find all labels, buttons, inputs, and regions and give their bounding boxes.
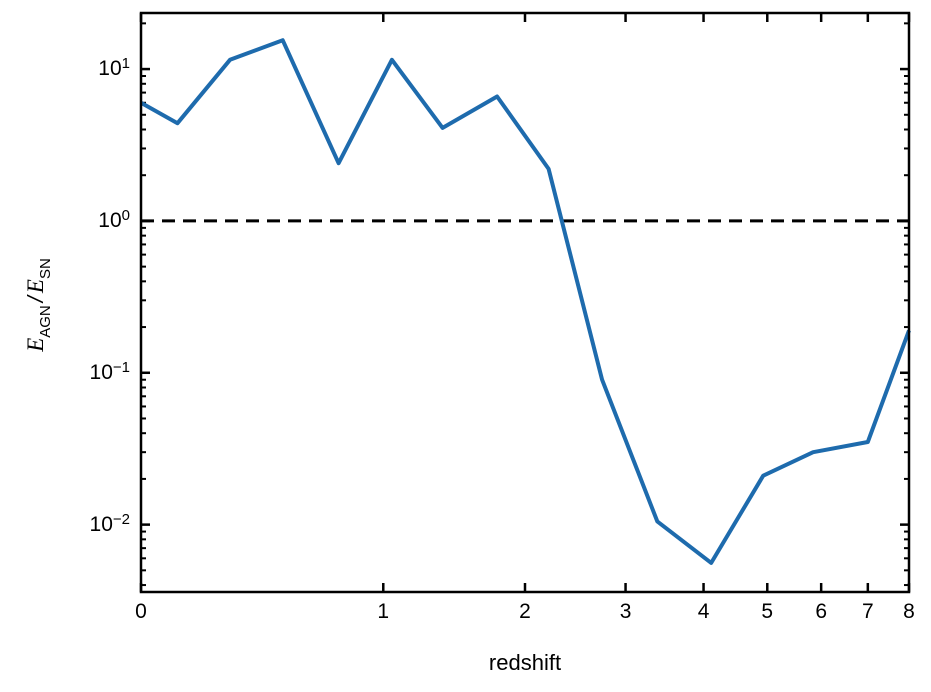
y-label-denominator-symbol: E — [23, 279, 48, 294]
x-tick-label-6: 6 — [815, 600, 827, 623]
x-tick-label-2: 2 — [519, 600, 531, 623]
x-tick-label-3: 3 — [619, 600, 632, 623]
y-tick-label-1e−1: 10−1 — [89, 358, 130, 384]
x-tick-label-7: 7 — [861, 600, 874, 623]
x-axis-label: redshift — [488, 650, 562, 675]
x-tick-label-4: 4 — [697, 600, 710, 623]
axes-frame — [139, 11, 911, 594]
y-label-divider: / — [23, 296, 48, 303]
y-label-numerator-symbol: E — [23, 337, 48, 352]
y-label-numerator-subscript: AGN — [37, 305, 55, 338]
y-label-denominator-subscript: SN — [37, 258, 55, 280]
x-tick-label-1: 1 — [377, 600, 390, 623]
y-tick-label-1e0: 100 — [98, 206, 130, 232]
y-axis-label: EAGN/ESN — [23, 258, 54, 352]
x-tick-label-0: 0 — [135, 600, 147, 623]
y-tick-label-1e1: 101 — [98, 55, 130, 81]
x-tick-label-5: 5 — [761, 600, 774, 623]
data-line-eagn-esn — [140, 38, 911, 565]
x-tick-label-8: 8 — [903, 600, 915, 623]
y-tick-label-1e−2: 10−2 — [89, 510, 130, 536]
